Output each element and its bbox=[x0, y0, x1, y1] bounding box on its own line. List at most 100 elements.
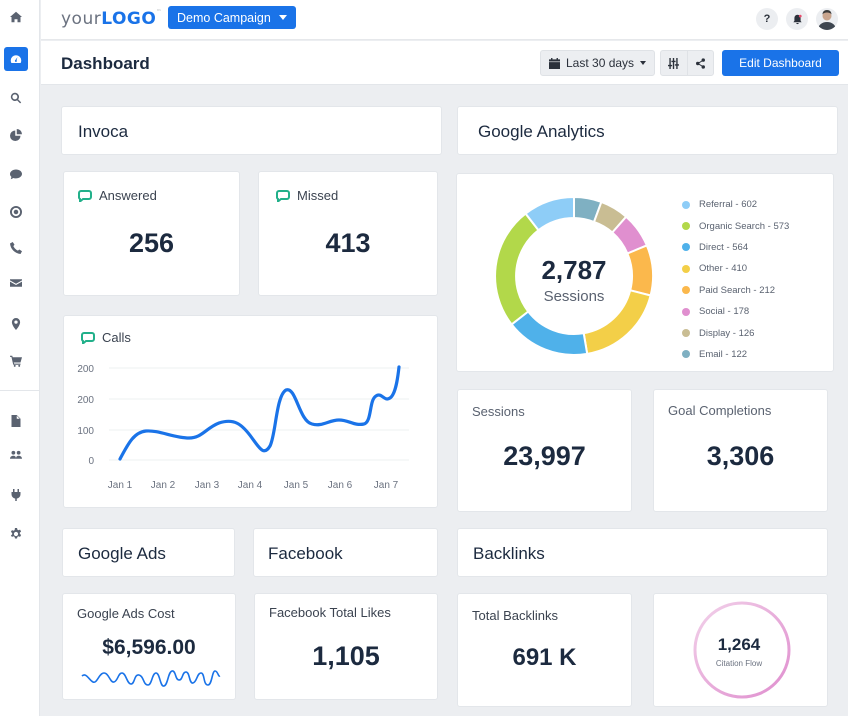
y-tick: 200 bbox=[77, 364, 94, 375]
facebook-likes-widget[interactable]: Facebook Total Likes 1,105 bbox=[254, 593, 438, 700]
metric-label: Answered bbox=[78, 188, 157, 203]
sidebar-item-home[interactable] bbox=[4, 5, 28, 29]
missed-label: Missed bbox=[297, 188, 339, 203]
date-range-selector[interactable]: Last 30 days bbox=[540, 50, 656, 76]
home-icon bbox=[10, 11, 22, 23]
legend-item[interactable]: Direct - 564 bbox=[682, 237, 789, 258]
sessions-donut-chart: 2,787 Sessions bbox=[494, 195, 654, 356]
avatar[interactable] bbox=[816, 8, 838, 30]
chat-bubble-icon bbox=[81, 331, 95, 344]
logo-brand: LOGO bbox=[101, 9, 157, 29]
share-button[interactable] bbox=[686, 51, 714, 75]
help-button[interactable]: ? bbox=[756, 8, 778, 30]
legend-item[interactable]: Paid Search - 212 bbox=[682, 280, 789, 301]
legend-item[interactable]: Other - 410 bbox=[682, 258, 789, 279]
goal-completions-widget[interactable]: Goal Completions 3,306 bbox=[653, 389, 828, 512]
backlinks-section-header: Backlinks bbox=[457, 528, 828, 577]
dashboard-tools bbox=[660, 50, 714, 76]
legend-dot bbox=[682, 329, 690, 338]
answered-label: Answered bbox=[99, 188, 157, 203]
section-title: Backlinks bbox=[473, 544, 545, 563]
campaign-selector[interactable]: Demo Campaign bbox=[168, 6, 296, 29]
edit-dashboard-button[interactable]: Edit Dashboard bbox=[722, 50, 839, 76]
bell-icon bbox=[792, 14, 802, 24]
phone-icon bbox=[10, 242, 22, 254]
customize-button[interactable] bbox=[661, 51, 687, 75]
calendar-icon bbox=[549, 57, 560, 69]
dashboard-icon bbox=[10, 55, 22, 63]
x-tick: Jan 6 bbox=[328, 480, 353, 491]
google-analytics-section-header: Google Analytics bbox=[457, 106, 838, 155]
sessions-value: 23,997 bbox=[503, 441, 586, 471]
sidebar-item-dashboard[interactable] bbox=[4, 47, 28, 71]
x-tick: Jan 2 bbox=[151, 480, 176, 491]
legend-dot bbox=[682, 222, 690, 231]
sidebar-item-integrations[interactable] bbox=[4, 483, 28, 507]
page-title: Dashboard bbox=[61, 54, 150, 73]
share-icon bbox=[695, 57, 705, 69]
sidebar-item-email[interactable] bbox=[4, 271, 28, 295]
missed-widget[interactable]: Missed 413 bbox=[258, 171, 438, 296]
sidebar-item-documents[interactable] bbox=[4, 409, 28, 433]
missed-value: 413 bbox=[325, 228, 371, 258]
x-tick: Jan 4 bbox=[238, 480, 263, 491]
legend-label: Email - 122 bbox=[699, 348, 748, 360]
google-ads-section-header: Google Ads bbox=[62, 528, 235, 577]
legend-item[interactable]: Email - 122 bbox=[682, 344, 789, 365]
citation-flow-value: 1,264 bbox=[718, 635, 761, 654]
legend-label: Referral - 602 bbox=[699, 199, 758, 211]
sidebar-divider bbox=[0, 390, 40, 391]
answered-widget[interactable]: Answered 256 bbox=[63, 171, 240, 296]
sidebar-item-ecommerce[interactable] bbox=[4, 349, 28, 373]
x-tick: Jan 1 bbox=[108, 480, 133, 491]
sidebar-item-targeting[interactable] bbox=[4, 200, 28, 224]
logo-prefix: your bbox=[61, 9, 102, 29]
google-ads-cost-value: $6,596.00 bbox=[102, 636, 196, 659]
legend-item[interactable]: Social - 178 bbox=[682, 301, 789, 322]
plug-icon bbox=[11, 489, 21, 501]
sessions-donut-widget[interactable]: 2,787 Sessions Referral - 602 Organic Se… bbox=[456, 173, 834, 372]
legend-dot bbox=[682, 200, 690, 209]
sidebar-item-search[interactable] bbox=[4, 86, 28, 110]
sidebar-item-settings[interactable] bbox=[4, 522, 28, 546]
donut-total: 2,787 bbox=[541, 255, 606, 285]
donut-label: Sessions bbox=[544, 288, 605, 305]
goal-completions-label: Goal Completions bbox=[668, 403, 772, 418]
metric-label: Missed bbox=[276, 188, 338, 203]
calls-line-chart: 200 200 100 0 Jan 1 Jan 2 Jan 3 Jan 4 Ja… bbox=[77, 364, 409, 491]
legend-dot bbox=[682, 264, 690, 273]
sessions-widget[interactable]: Sessions 23,997 bbox=[457, 389, 632, 512]
legend-item[interactable]: Organic Search - 573 bbox=[682, 215, 789, 236]
citation-flow-label: Citation Flow bbox=[716, 659, 762, 668]
chevron-down-icon bbox=[278, 15, 287, 20]
calls-chart-widget[interactable]: Calls 200 200 100 0 Jan 1 Jan 2 Jan 3 Ja… bbox=[63, 315, 438, 508]
facebook-likes-value: 1,105 bbox=[312, 641, 380, 671]
sidebar-item-reports[interactable] bbox=[4, 123, 28, 147]
google-ads-cost-widget[interactable]: Google Ads Cost $6,596.00 bbox=[62, 593, 236, 700]
notifications-button[interactable] bbox=[786, 8, 808, 30]
comment-icon bbox=[10, 169, 22, 180]
citation-flow-ring: 1,264 Citation Flow bbox=[693, 601, 791, 699]
logo-trademark: ™ bbox=[156, 9, 162, 15]
logo[interactable]: yourLOGO™ bbox=[61, 9, 162, 29]
total-backlinks-widget[interactable]: Total Backlinks 691 K bbox=[457, 593, 632, 707]
sidebar-item-users[interactable] bbox=[4, 443, 28, 467]
sidebar-item-location[interactable] bbox=[4, 312, 28, 336]
citation-flow-widget[interactable]: 1,264 Citation Flow bbox=[653, 593, 828, 707]
sidebar-item-comments[interactable] bbox=[4, 162, 28, 186]
legend-item[interactable]: Referral - 602 bbox=[682, 194, 789, 215]
legend-label: Direct - 564 bbox=[699, 241, 749, 253]
page-header: Dashboard Last 30 days Edit Dashboard bbox=[41, 41, 848, 85]
sidebar-item-calls[interactable] bbox=[4, 236, 28, 260]
y-tick: 200 bbox=[77, 395, 94, 406]
section-title: Google Analytics bbox=[478, 122, 605, 141]
answered-value: 256 bbox=[128, 228, 175, 258]
envelope-icon bbox=[10, 279, 22, 287]
cart-icon bbox=[10, 355, 22, 367]
campaign-selector-label: Demo Campaign bbox=[177, 10, 271, 25]
legend-item[interactable]: Display - 126 bbox=[682, 322, 789, 343]
legend-dot bbox=[682, 350, 690, 359]
legend-label: Paid Search - 212 bbox=[699, 284, 776, 296]
sidebar bbox=[0, 0, 40, 716]
facebook-likes-label: Facebook Total Likes bbox=[269, 605, 391, 620]
